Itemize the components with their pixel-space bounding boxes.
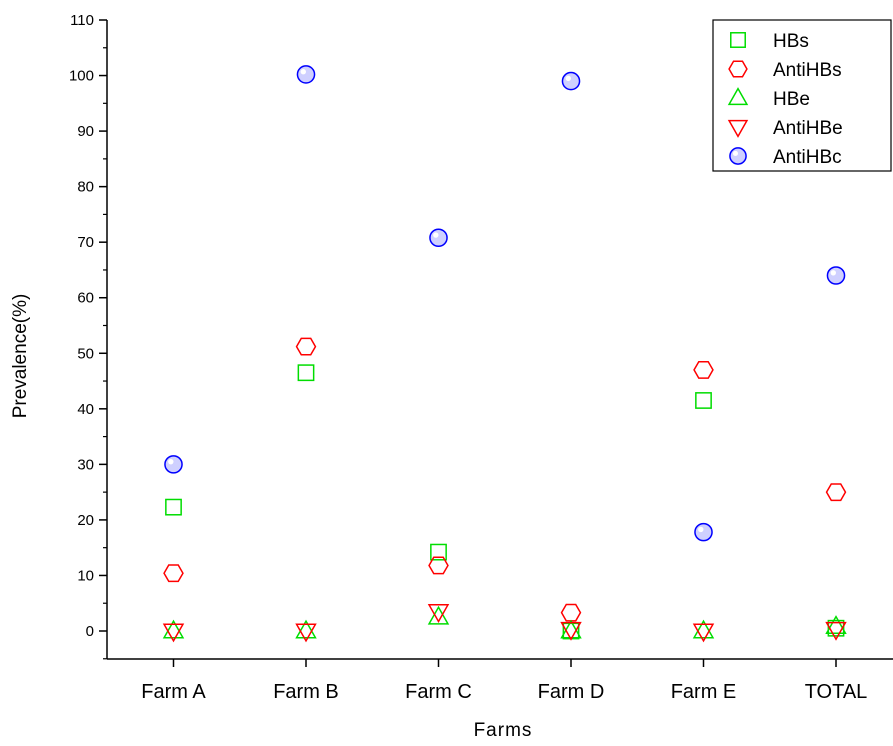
marker-antihbc-farm-b-highlight — [300, 69, 306, 75]
y-tick-label: 0 — [86, 623, 94, 640]
y-tick-label: 80 — [77, 179, 94, 196]
marker-antihbc-total-ring — [826, 266, 846, 285]
marker-antihbe-farm-b — [295, 623, 317, 643]
marker-antihbc-farm-a-highlight — [168, 458, 174, 465]
marker-antihbc-farm-d-ring — [561, 71, 581, 91]
marker-antihbs-farm-a — [163, 564, 184, 583]
legend-label: AntiHBe — [773, 118, 843, 139]
marker-antihbe-farm-e — [692, 623, 715, 643]
marker-antihbc-total-highlight — [830, 270, 836, 276]
marker-antihbc-farm-a — [164, 455, 183, 474]
marker-antihbc-farm-a-ring — [164, 455, 183, 474]
marker-hbe-farm-c — [427, 605, 450, 625]
marker-antihbs-farm-d — [560, 603, 582, 622]
legend-marker-antihbc-ring — [729, 147, 747, 165]
marker-antihbc-farm-d — [561, 71, 581, 91]
marker-antihbc-farm-c-highlight — [433, 232, 439, 238]
marker-antihbs-farm-b — [295, 337, 317, 356]
marker-antihbc-farm-d-highlight — [565, 75, 571, 82]
marker-antihbe-farm-d — [560, 621, 582, 641]
legend-marker-antihbs — [728, 60, 748, 78]
y-tick-label: 100 — [69, 68, 94, 85]
y-tick-label: 30 — [77, 456, 94, 473]
marker-antihbc-farm-e-highlight — [698, 526, 704, 533]
legend-marker-hbe — [727, 87, 749, 106]
marker-hbs-farm-e — [695, 392, 712, 409]
legend-marker-antihbc-highlight — [732, 150, 738, 156]
legend: HBs AntiHBs HBe AntiHBe AntiHBc — [712, 19, 892, 172]
marker-antihbe-farm-c — [427, 604, 450, 623]
marker-antihbc-farm-e — [694, 522, 713, 542]
marker-antihbs-total — [825, 483, 847, 502]
y-tick-label: 60 — [77, 290, 94, 307]
x-tick-label: Farm B — [273, 681, 339, 703]
marker-hbs-farm-a — [165, 498, 182, 516]
y-tick-label: 70 — [77, 234, 94, 251]
marker-antihbc-farm-b — [296, 65, 316, 84]
marker-hbe-total — [825, 615, 847, 635]
legend-marker-hbs — [730, 32, 746, 48]
y-tick-label: 20 — [77, 512, 94, 529]
marker-antihbc-farm-e-ring — [694, 522, 713, 542]
y-tick-label: 90 — [77, 123, 94, 140]
marker-hbe-farm-b — [295, 619, 317, 639]
marker-antihbc-farm-b-ring — [296, 65, 316, 84]
marker-antihbs-farm-e — [693, 361, 714, 379]
marker-hbs-farm-b — [297, 364, 315, 382]
legend-label: AntiHBs — [773, 60, 842, 81]
y-tick-label: 10 — [77, 567, 94, 584]
marker-hbs-total — [827, 619, 845, 637]
legend-marker-antihbc — [729, 147, 747, 165]
axes — [106, 20, 893, 660]
x-ticks: Farm A Farm B Farm C Farm D Farm E TOTAL — [141, 659, 867, 703]
marker-antihbe-total — [825, 621, 847, 641]
x-tick-label: Farm D — [538, 681, 605, 703]
y-axis-title: Prevalence(%) — [10, 294, 31, 419]
marker-antihbs-farm-c — [428, 556, 449, 575]
x-tick-label: TOTAL — [805, 681, 868, 703]
marker-hbe-farm-e — [692, 619, 715, 639]
marker-antihbc-total — [826, 266, 846, 285]
x-axis-title: Farms — [474, 720, 533, 741]
y-tick-label: 50 — [77, 345, 94, 362]
y-tick-label: 110 — [70, 12, 94, 29]
legend-label: HBs — [773, 31, 809, 52]
marker-hbs-farm-c — [430, 543, 447, 561]
x-tick-label: Farm C — [405, 681, 472, 703]
marker-antihbe-farm-a — [162, 623, 185, 643]
x-tick-label: Farm A — [141, 681, 206, 703]
x-tick-label: Farm E — [671, 681, 737, 703]
y-ticks: 0 10 20 30 40 50 60 70 80 90 100 110 — [69, 12, 107, 660]
marker-hbe-farm-a — [162, 619, 185, 639]
marker-antihbc-farm-c-ring — [429, 228, 448, 248]
legend-label: HBe — [773, 89, 810, 110]
marker-antihbc-farm-c — [429, 228, 448, 248]
legend-label: AntiHBc — [773, 147, 842, 168]
data-markers — [162, 65, 847, 643]
legend-marker-antihbe — [727, 119, 749, 138]
y-tick-label: 40 — [77, 401, 94, 418]
